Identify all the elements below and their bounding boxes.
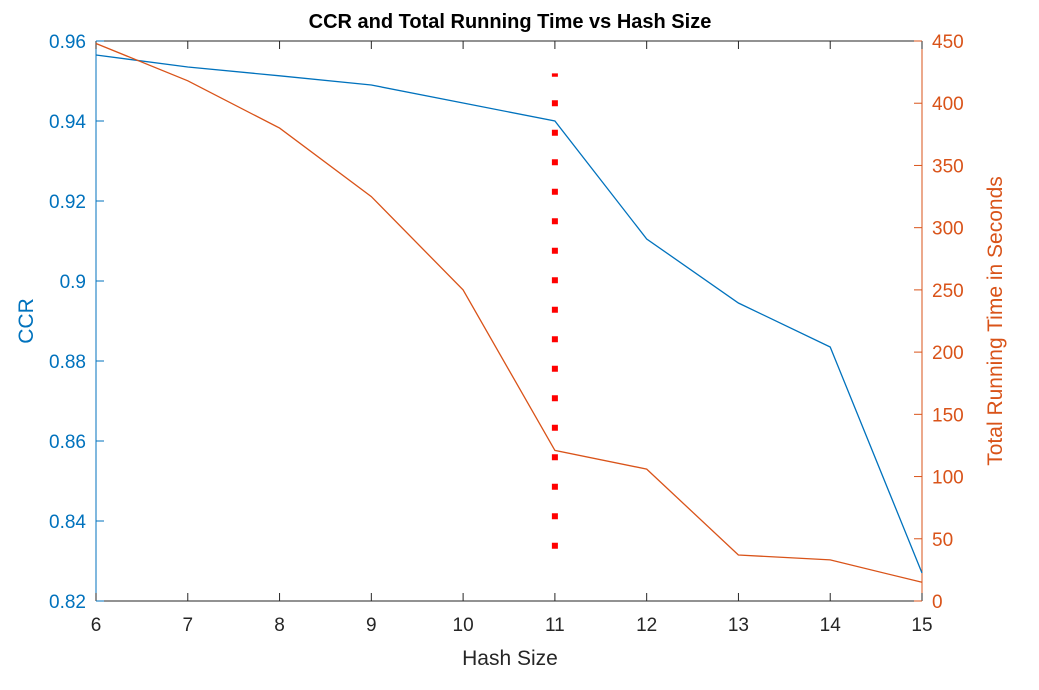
y-left-tick-label: 0.9 [60,272,86,293]
x-tick-label: 9 [366,615,377,636]
y-left-tick-label: 0.96 [49,32,86,53]
chart-title: CCR and Total Running Time vs Hash Size [309,11,712,33]
y-right-tick-label: 250 [932,281,964,302]
x-tick-label: 10 [453,615,474,636]
x-tick-label: 13 [728,615,749,636]
y-axis-left-label: CCR [15,298,38,344]
x-tick-label: 6 [91,615,102,636]
x-tick-label: 15 [911,615,932,636]
y-right-tick-label: 450 [932,32,964,53]
x-tick-label: 7 [182,615,193,636]
x-axis-label: Hash Size [462,647,558,670]
y-right-tick-label: 400 [932,94,964,115]
y-right-tick-label: 200 [932,343,964,364]
y-right-tick-label: 50 [932,530,953,551]
y-left-tick-label: 0.94 [49,112,86,133]
y-right-tick-label: 300 [932,219,964,240]
x-tick-label: 12 [636,615,657,636]
x-tick-label: 8 [274,615,285,636]
y-axis-right-label: Total Running Time in Seconds [984,176,1007,466]
x-tick-label: 14 [820,615,842,636]
y-right-tick-label: 0 [932,592,943,613]
y-right-tick-label: 100 [932,468,964,489]
y-left-tick-label: 0.84 [49,512,86,533]
y-right-tick-label: 150 [932,405,964,426]
ccr-series-line [95,54,923,574]
running-time-series-line [95,42,923,583]
y-left-tick-label: 0.86 [49,432,86,453]
plot-area: 6 7 8 9 10 11 12 13 14 15 0.82 0.84 0.86 0.88 0.9 0.92 0… [49,32,964,636]
y-left-tick-label: 0.82 [49,592,86,613]
y-right-tick-label: 350 [932,156,964,177]
y-left-tick-label: 0.92 [49,192,86,213]
x-tick-label: 11 [545,615,565,636]
y-left-tick-label: 0.88 [49,352,86,373]
